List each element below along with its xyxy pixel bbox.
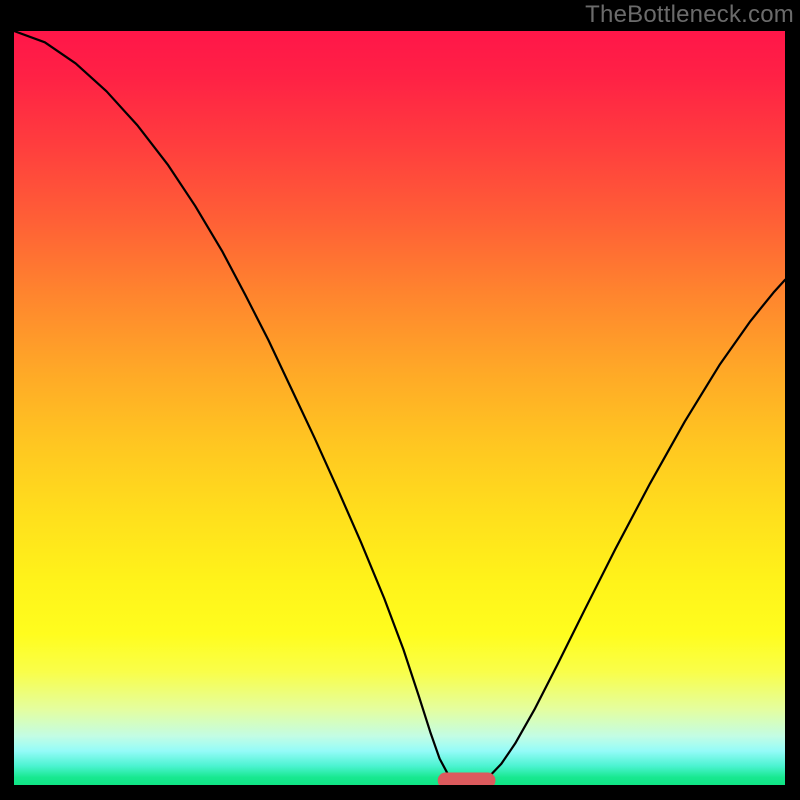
optimal-range-marker [438,773,496,785]
chart-frame: TheBottleneck.com [0,0,800,800]
plot-svg [14,31,785,785]
plot-area [14,31,785,785]
chart-background [14,31,785,785]
watermark-text: TheBottleneck.com [585,1,794,29]
